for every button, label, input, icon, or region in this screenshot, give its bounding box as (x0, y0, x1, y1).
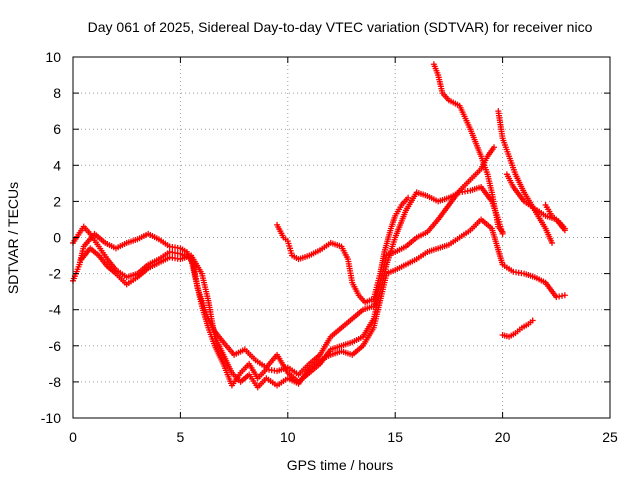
x-tick-label: 10 (280, 429, 296, 445)
y-tick-label: -8 (49, 374, 62, 390)
data-point-marker (499, 229, 506, 236)
series-track-4 (274, 194, 412, 306)
y-tick-label: 8 (53, 85, 61, 101)
data-point-marker (561, 225, 568, 232)
x-tick-label: 0 (69, 429, 77, 445)
y-tick-label: -6 (49, 338, 62, 354)
data-point-marker (549, 239, 556, 246)
y-tick-label: -10 (41, 410, 61, 426)
data-point-marker (405, 194, 412, 201)
y-tick-label: 2 (53, 193, 61, 209)
series-track-9 (499, 317, 536, 340)
x-tick-label: 5 (177, 429, 185, 445)
y-axis-label: SDTVAR / TECUs (5, 182, 21, 294)
y-tick-label: 4 (53, 157, 61, 173)
x-axis-label: GPS time / hours (287, 457, 394, 473)
y-tick-label: -2 (49, 266, 62, 282)
series-track-2 (70, 144, 498, 389)
x-tick-label: 15 (387, 429, 403, 445)
y-tick-label: 10 (45, 49, 61, 65)
y-tick-label: 0 (53, 230, 61, 246)
series-track-5 (430, 61, 506, 236)
data-point-marker (561, 292, 568, 299)
chart-title: Day 061 of 2025, Sidereal Day-to-day VTE… (88, 19, 593, 35)
y-tick-label: 6 (53, 121, 61, 137)
data-point-marker (529, 317, 536, 324)
series-track-3 (78, 216, 568, 391)
series-track-8 (542, 202, 568, 232)
x-tick-label: 20 (495, 429, 511, 445)
series-track-6 (495, 108, 556, 246)
data-point-marker (491, 144, 498, 151)
axis-ticks: 0 5 10 15 20 25 -10 -8 -6 -4 -2 0 2 4 6 8 10 (41, 49, 618, 445)
x-tick-label: 25 (602, 429, 618, 445)
plot-area (70, 61, 568, 391)
y-tick-label: -4 (49, 302, 62, 318)
